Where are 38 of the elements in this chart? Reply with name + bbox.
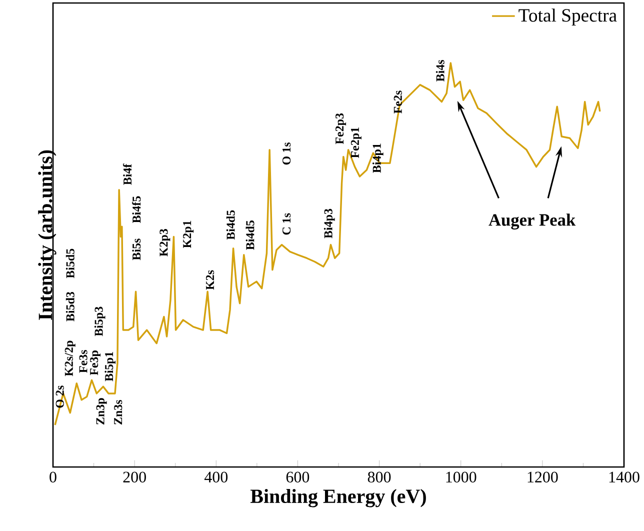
annotation: Fe2s (394, 90, 402, 114)
annotation: Zn3s (114, 400, 122, 424)
x-axis-title: Binding Energy (eV) (250, 488, 426, 508)
annotation: C 1s (282, 213, 291, 235)
annotation: Fe3p (90, 350, 101, 376)
annotation: O 2s (56, 386, 64, 408)
annotation: Bi5d5 (66, 248, 74, 278)
annotation: Fe2p3 (336, 113, 346, 144)
annotation: K2p1 (183, 220, 194, 248)
annotation: Bi4d5 (246, 220, 254, 250)
annotation: Bi4f (122, 164, 132, 185)
x-tick-label: 200 (123, 472, 146, 482)
x-tick-label: 800 (368, 472, 391, 482)
annotation: Bi5p3 (94, 306, 106, 336)
annotation: K2p3 (160, 229, 170, 256)
annotation: Bi5d3 (66, 292, 74, 322)
x-tick-label: 1000 (446, 472, 476, 482)
x-tick-label: 600 (286, 472, 310, 482)
annotation: Fe2p1 (350, 128, 362, 158)
annotation: O 1s (282, 142, 291, 165)
annotation: Bi4p1 (372, 144, 384, 173)
x-tick-label: 400 (204, 472, 228, 482)
annotation: K2s/2p (64, 340, 76, 376)
y-axis-title: Intensity (arb.units) (38, 150, 56, 320)
annotation: Bi4d5 (226, 210, 235, 240)
x-tick-label: 1200 (528, 472, 558, 482)
annotation: Bi4s (436, 60, 444, 82)
annotation: Bi5s (132, 238, 141, 260)
annotation: Bi4p3 (324, 208, 335, 238)
annotation: Fe3s (79, 350, 88, 373)
x-tick-label: 0 (50, 472, 56, 482)
annotation: Bi5p1 (104, 352, 116, 382)
annotation: Zn3p (96, 398, 107, 424)
annotation: Auger Peak (488, 214, 576, 230)
annotation: Bi4f5 (132, 196, 141, 223)
annotation: K2s (206, 270, 214, 290)
legend-label: Total Spectra (518, 8, 617, 26)
x-tick-label: 1400 (609, 472, 640, 482)
